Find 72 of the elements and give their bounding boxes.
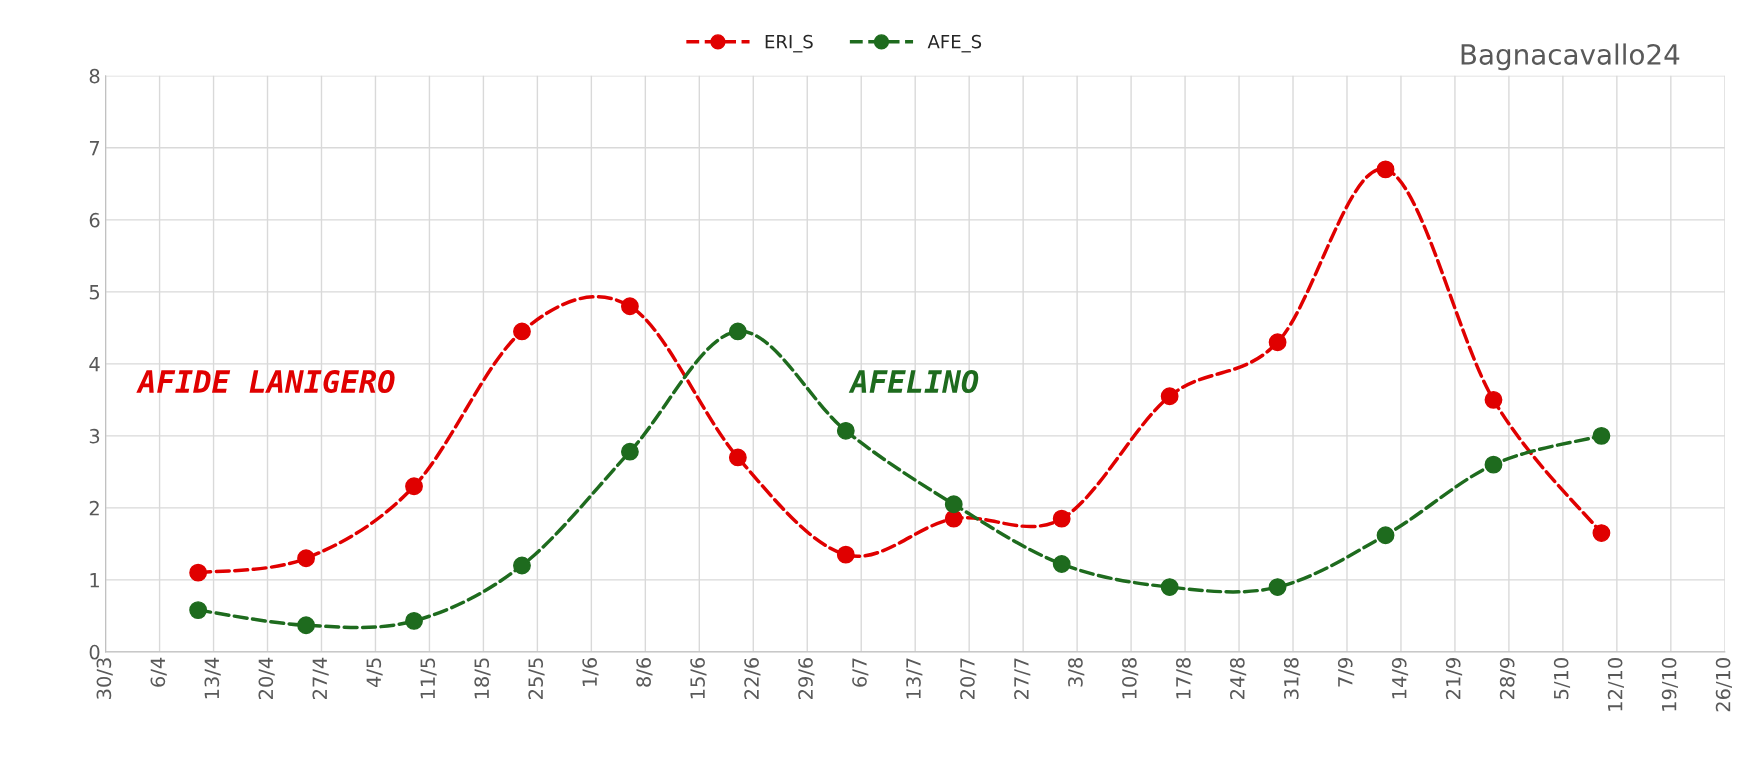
point: [1268, 578, 1287, 596]
x-tick-label: 25/5: [528, 658, 545, 699]
point: [405, 612, 423, 630]
legend-label: ERI_S: [765, 34, 813, 53]
point: [189, 601, 208, 620]
x-tick-label: 11/5: [420, 658, 437, 699]
x-tick-label: 3/8: [1068, 658, 1085, 687]
x-tick-label: 8/6: [636, 657, 653, 687]
x-tick-label: 31/8: [1283, 658, 1301, 699]
point: [621, 442, 639, 461]
legend-label: AFE_S: [927, 34, 982, 53]
point: [513, 556, 531, 575]
y-tick-label: 0: [89, 644, 100, 660]
x-tick-label: 19/10: [1661, 658, 1678, 711]
x-tick-label: 17/8: [1176, 658, 1193, 699]
x-tick-label: 15/6: [690, 657, 707, 699]
x-tick-label: 27/4: [312, 657, 329, 699]
point: [1376, 160, 1395, 179]
x-tick-label: 13/7: [906, 658, 923, 699]
point: [1376, 526, 1395, 545]
point: [836, 545, 855, 564]
point: [944, 495, 963, 514]
y-tick-label: 5: [89, 285, 100, 300]
point: [297, 616, 315, 635]
chart-title: Bagnacavallo24: [1461, 43, 1680, 71]
x-tick-label: 26/10: [1715, 658, 1732, 712]
x-tick-label: 4/5: [366, 658, 383, 688]
point: [728, 322, 747, 341]
x-tick-label: 7/9: [1337, 658, 1355, 687]
x-tick-label: 6/4: [150, 657, 167, 687]
point: [1052, 555, 1071, 573]
x-tick-label: 18/5: [474, 658, 491, 699]
x-tick-label: 10/8: [1122, 658, 1139, 699]
x-tick-label: 29/6: [798, 657, 815, 699]
point: [621, 297, 639, 316]
point: [1052, 509, 1071, 528]
x-tick-label: 14/9: [1391, 658, 1409, 699]
y-tick-label: 3: [89, 428, 100, 444]
x-tick-label: 22/6: [744, 657, 761, 699]
x-tick-label: 21/9: [1445, 658, 1463, 699]
x-tick-label: 24/8: [1229, 658, 1247, 699]
y-tick-label: 6: [89, 212, 100, 228]
point: [297, 549, 315, 568]
point: [1484, 390, 1503, 409]
y-tick-label: 2: [89, 500, 99, 516]
x-tick-label: 6/7: [852, 658, 869, 687]
x-tick-label: 30/3: [96, 658, 113, 699]
x-tick-label: 13/4: [204, 657, 221, 699]
point: [728, 448, 747, 467]
x-tick-label: 27/7: [1014, 658, 1031, 699]
point: [1592, 426, 1611, 445]
x-tick-label: 20/4: [258, 657, 275, 699]
x-tick-label: 20/7: [960, 658, 977, 699]
point: [1484, 455, 1503, 474]
x-tick-label: 28/9: [1499, 658, 1517, 699]
x-tick-label: 1/6: [582, 657, 599, 686]
annotation: AFIDE LANIGERO: [136, 369, 395, 394]
point: [1160, 578, 1179, 596]
y-tick-label: 7: [89, 141, 100, 156]
y-tick-label: 8: [89, 68, 100, 84]
y-tick-label: 1: [90, 573, 99, 588]
x-tick-label: 5/10: [1553, 658, 1571, 699]
x-tick-label: 12/10: [1607, 658, 1625, 711]
y-tick-label: 4: [89, 357, 100, 372]
point: [513, 322, 531, 341]
point: [405, 477, 423, 496]
point: [1268, 333, 1287, 352]
annotation: AFELINO: [848, 369, 979, 394]
point: [1160, 387, 1179, 406]
point: [189, 563, 208, 582]
point: [836, 421, 855, 440]
point: [1592, 524, 1611, 542]
